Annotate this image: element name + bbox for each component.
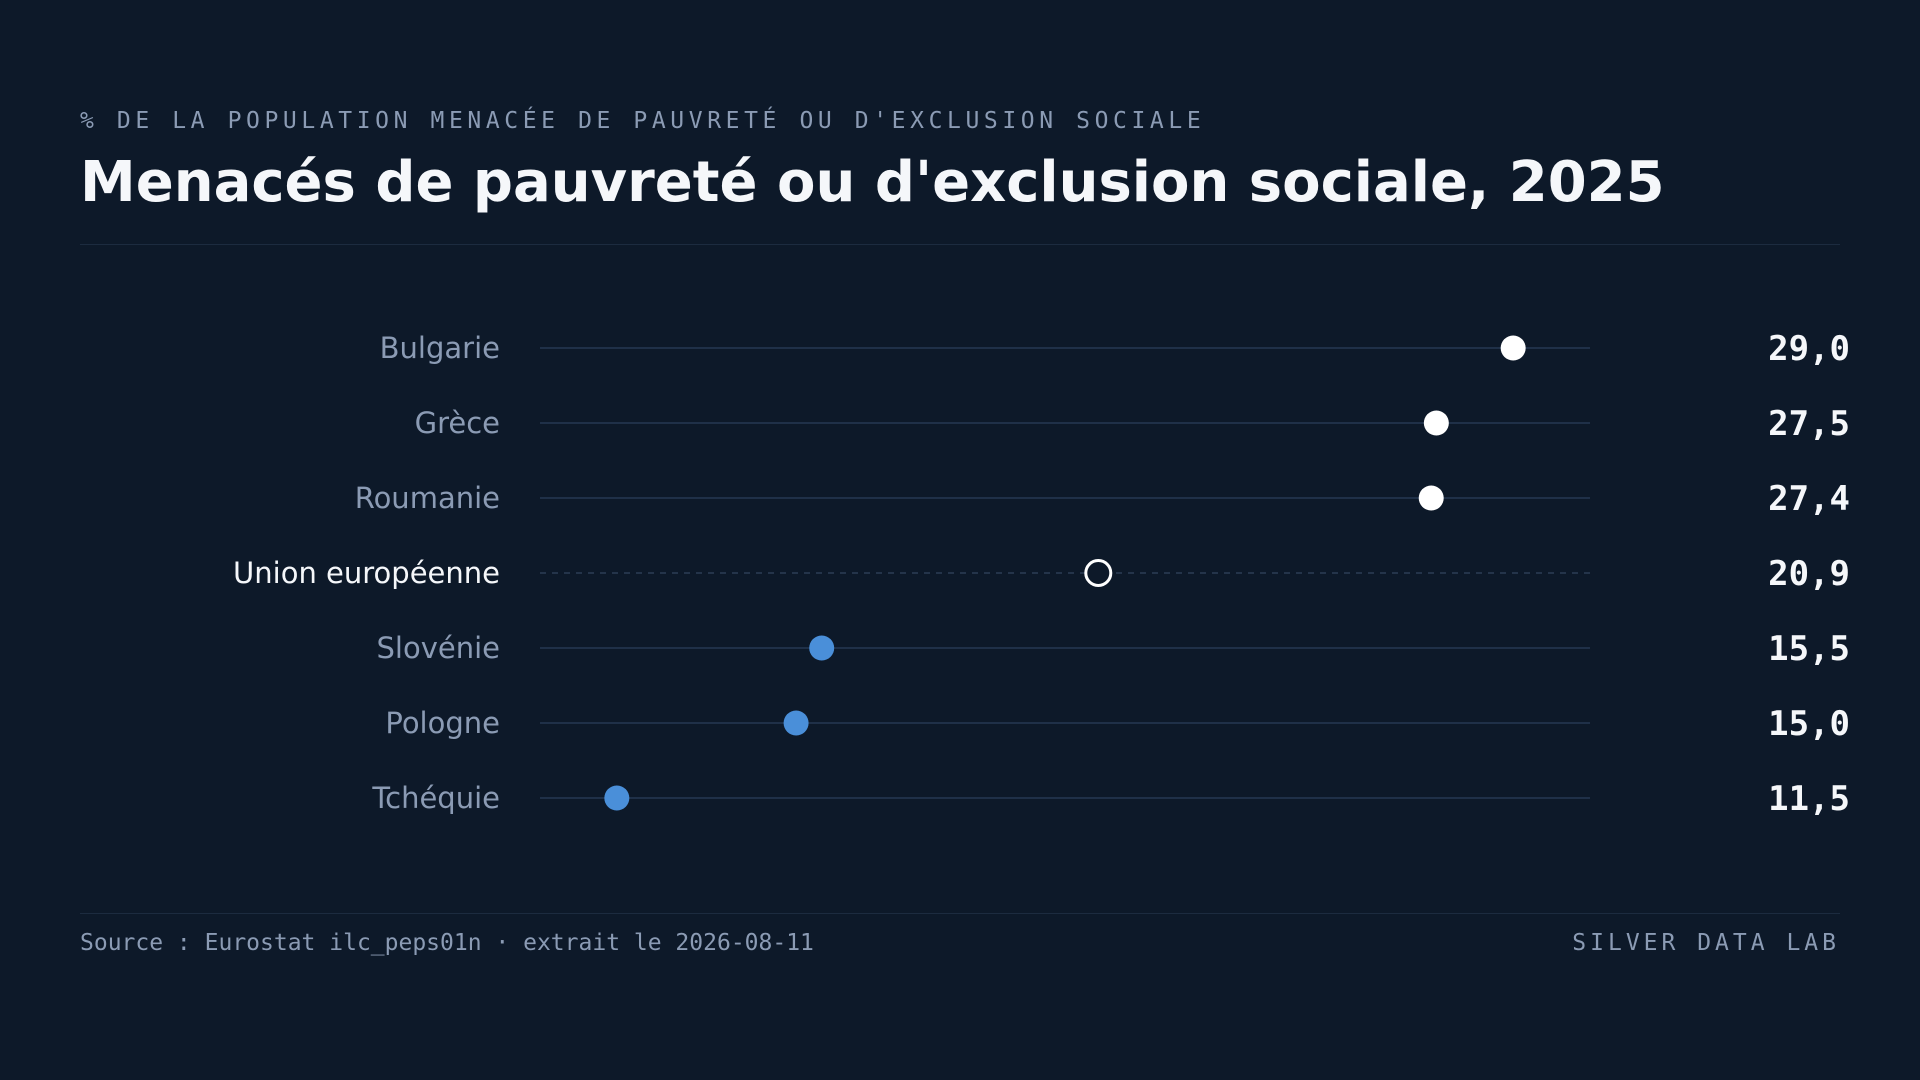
data-dot-roumanie [1418,485,1444,511]
value-label-slovenie: 15,5 [1768,629,1850,669]
chart-subtitle: % DE LA POPULATION MENACÉE DE PAUVRETÉ O… [80,108,1206,134]
value-label-tchequie: 11,5 [1768,779,1850,819]
category-label-tchequie: Tchéquie [371,781,500,815]
data-dot-tchequie [604,785,630,811]
reference-dot-union-europeenne [1084,559,1113,587]
footer-divider [80,913,1840,914]
value-label-union-europeenne: 20,9 [1768,554,1850,594]
category-label-roumanie: Roumanie [355,481,500,515]
value-label-grece: 27,5 [1768,404,1850,444]
category-label-slovenie: Slovénie [377,631,501,665]
brand-name: SILVER DATA LAB [1572,930,1840,956]
data-dot-bulgarie [1500,335,1526,361]
category-label-bulgarie: Bulgarie [380,331,500,365]
value-label-bulgarie: 29,0 [1768,329,1850,369]
category-label-grece: Grèce [415,406,500,440]
source-note: Source : Eurostat ilc_peps01n · extrait … [80,930,814,956]
value-label-roumanie: 27,4 [1768,479,1850,519]
data-dot-slovenie [809,635,835,661]
category-label-union-europeenne: Union européenne [233,556,500,590]
value-label-pologne: 15,0 [1768,704,1850,744]
data-dot-pologne [783,710,809,736]
data-dot-grece [1423,410,1449,436]
header-divider [80,244,1840,245]
chart-title: Menacés de pauvreté ou d'exclusion socia… [80,150,1665,215]
category-label-pologne: Pologne [385,706,500,740]
